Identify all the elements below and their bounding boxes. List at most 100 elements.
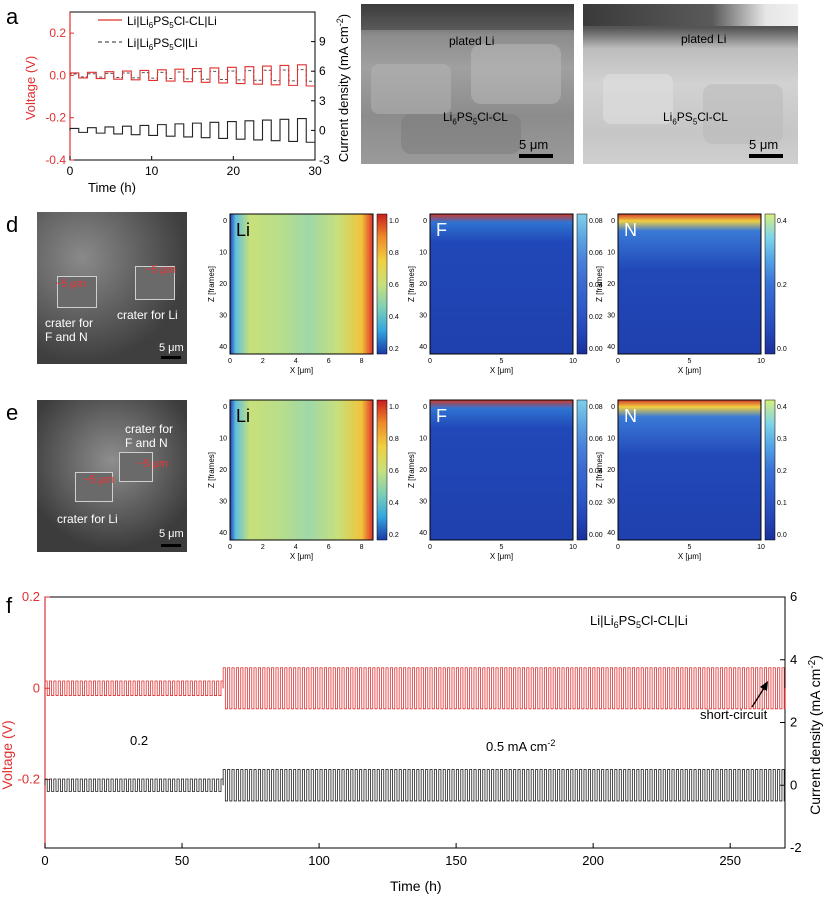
map-ytick-label: 20 xyxy=(419,467,427,474)
map-ytick-label: 30 xyxy=(607,499,615,506)
map-colorbar xyxy=(764,399,776,541)
map-xtick-label: 2 xyxy=(261,544,265,551)
map-colorbar xyxy=(376,213,388,355)
map-xtick-label: 4 xyxy=(294,544,298,551)
map-ytick-label: 40 xyxy=(607,344,615,351)
chart-f-voltage-segment-1 xyxy=(222,667,786,710)
chart-f-short-arrowhead xyxy=(760,681,768,691)
map-ytick-label: 40 xyxy=(419,344,427,351)
chart-f-ylabel-right: Current density (mA cm-2) xyxy=(807,655,823,815)
sem-e-label-crater2: crater for Li xyxy=(57,512,118,526)
map-ytick-label: 30 xyxy=(419,499,427,506)
map-colorbar-tick: 1.0 xyxy=(389,404,399,411)
map-ytick-label: 30 xyxy=(219,313,227,320)
map-colorbar-tick: 0.3 xyxy=(777,436,787,443)
map-xtick-label: 8 xyxy=(360,358,364,365)
map-ytick-label: 40 xyxy=(419,530,427,537)
map-frame xyxy=(617,399,762,541)
map-element-label: F xyxy=(436,406,447,426)
sem-d-dim-2: ~5 μm xyxy=(145,264,177,276)
chart-a-xtick-label: 30 xyxy=(308,164,322,178)
sem-c-scalebar xyxy=(749,154,783,158)
map-ylabel: Z [frames] xyxy=(207,266,216,302)
chart-f-xtick-label: 200 xyxy=(582,853,604,868)
map-colorbar-tick: 0.06 xyxy=(589,250,603,257)
sem-e-dim-1: ~5 μm xyxy=(83,474,115,486)
chart-f-annot-short: short-circuit xyxy=(700,707,768,722)
map-frame xyxy=(429,399,574,541)
chart-f-frame xyxy=(44,596,786,849)
panel-label-f: f xyxy=(6,593,13,618)
chart-a-ytick-left-label: 0.0 xyxy=(49,68,66,82)
map-ytick-label: 20 xyxy=(607,467,615,474)
sem-d-label-crater2: crater for Li xyxy=(117,308,178,322)
legend-text-1: Li|Li6PS5Cl-CL|Li xyxy=(127,14,217,30)
chart-f-xtick-label: 100 xyxy=(308,853,330,868)
map-xtick-label: 0 xyxy=(428,358,432,365)
sem-b-label-top: plated Li xyxy=(449,34,495,48)
sem-c-label-top: plated Li xyxy=(681,32,727,46)
map-xtick-label: 0 xyxy=(616,544,620,551)
map-colorbar xyxy=(576,399,588,541)
chart-f-xtick-label: 50 xyxy=(175,853,189,868)
map-ytick-label: 30 xyxy=(419,313,427,320)
map-ytick-label: 40 xyxy=(219,530,227,537)
chart-a-ytick-right-label: 3 xyxy=(319,94,326,108)
map-image xyxy=(230,214,373,354)
map-xtick-label: 10 xyxy=(757,358,765,365)
map-xtick-label: 5 xyxy=(688,544,692,551)
chart-f-xtick-label: 250 xyxy=(719,853,741,868)
map-ytick-label: 0 xyxy=(223,404,227,411)
map-colorbar-tick: 0.00 xyxy=(589,346,603,353)
map-image xyxy=(430,214,573,354)
chart-a-xtick-label: 10 xyxy=(145,164,159,178)
sem-b-label-bottom: Li6PS5Cl-CL xyxy=(443,110,508,127)
map-ylabel: Z [frames] xyxy=(407,266,416,302)
sem-image-d: ~5 μm ~5 μm crater for F and N crater fo… xyxy=(37,212,187,364)
map-ytick-label: 0 xyxy=(611,404,615,411)
chart-a-ytick-right-label: -3 xyxy=(319,153,330,167)
map-xlabel: X [μm] xyxy=(290,366,313,375)
map-element-label: Li xyxy=(236,220,250,240)
sem-d-scalebar xyxy=(161,356,181,359)
map-ytick-label: 10 xyxy=(607,250,615,257)
map-xlabel: X [μm] xyxy=(678,552,701,561)
map-ytick-label: 0 xyxy=(611,218,615,225)
map-colorbar-tick: 0.2 xyxy=(389,346,399,353)
chart-f-ylabel-left: Voltage (V) xyxy=(0,720,15,789)
map-xlabel: X [μm] xyxy=(490,366,513,375)
map-ytick-label: 30 xyxy=(219,499,227,506)
chart-f-ytick-left-label: 0.2 xyxy=(22,589,40,604)
map-xtick-label: 6 xyxy=(327,358,331,365)
map-xtick-label: 0 xyxy=(228,358,232,365)
map-xtick-label: 6 xyxy=(327,544,331,551)
chart-f-xlabel: Time (h) xyxy=(390,878,442,894)
map-colorbar-tick: 0.06 xyxy=(589,436,603,443)
map-ylabel: Z [frames] xyxy=(595,266,604,302)
map-image xyxy=(430,400,573,540)
map-xlabel: X [μm] xyxy=(490,552,513,561)
map-ytick-label: 20 xyxy=(219,467,227,474)
map-colorbar-tick: 0.8 xyxy=(389,436,399,443)
map-colorbar xyxy=(764,213,776,355)
map-ytick-label: 20 xyxy=(607,281,615,288)
panel-label-a: a xyxy=(6,4,19,29)
chart-a-ytick-left-label: 0.2 xyxy=(49,26,66,40)
map-colorbar-tick: 0.02 xyxy=(589,500,603,507)
map-element-label: N xyxy=(624,406,637,426)
map-ytick-label: 20 xyxy=(419,281,427,288)
sem-d-dim-1: ~5 μm xyxy=(55,278,87,290)
map-ytick-label: 10 xyxy=(607,436,615,443)
sem-d-crater-1 xyxy=(57,276,97,308)
sem-d-scalebar-label: 5 μm xyxy=(159,342,184,354)
chart-f-current-segment-0 xyxy=(44,778,224,792)
map-colorbar-tick: 0.2 xyxy=(777,468,787,475)
panel-label-d: d xyxy=(6,212,19,237)
map-image xyxy=(618,400,761,540)
map-ytick-label: 0 xyxy=(423,404,427,411)
chart-f-current-segment-1 xyxy=(222,769,786,802)
map-colorbar-tick: 0.04 xyxy=(589,282,603,289)
